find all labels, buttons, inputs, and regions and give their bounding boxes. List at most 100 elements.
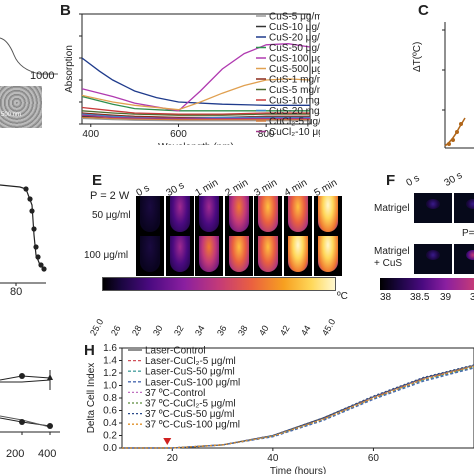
- x-tick-label: 20: [167, 453, 179, 464]
- legend-entry: 37 ºC-Control: [145, 388, 205, 399]
- panel-f-time-1: 30 s: [442, 170, 465, 189]
- legend-entry: CuS-10 mg/ml: [269, 96, 320, 107]
- x-axis-label: Wavelength (nm): [158, 142, 234, 145]
- legend-entry: CuS-100 μg/ml: [269, 54, 320, 65]
- panel-a-value: 1000: [30, 70, 55, 82]
- legend-entry: CuCl₂-10 μg/ml: [269, 127, 320, 138]
- panel-e-hotspot: [140, 236, 160, 272]
- series-line: [81, 106, 310, 115]
- panel-a-scale: 500 nm: [1, 112, 22, 118]
- series-line: [81, 114, 310, 120]
- panel-e-thermal-image: [284, 236, 312, 276]
- x-tick-label: 60: [368, 453, 380, 464]
- panel-e-row-label: 100 μg/ml: [84, 250, 129, 261]
- panel-c-point: [451, 138, 455, 142]
- panel-e-hotspot: [317, 196, 338, 232]
- panel-e-thermal-image: [224, 196, 253, 236]
- legend-entry: Laser-Control: [145, 346, 206, 357]
- panel-e-thermal-image: [254, 196, 283, 236]
- panel-f-scale-tick: 38: [380, 292, 392, 303]
- plot-frame: [81, 13, 311, 125]
- x-axis-label: Time (hours): [270, 466, 326, 474]
- y-tick-label: 1.2: [103, 368, 117, 379]
- panel-f-scale-tick: 39.5: [470, 292, 474, 303]
- series-line: [81, 43, 311, 112]
- panel-c-point: [447, 142, 451, 146]
- panel-e-scale-tick: 25.0: [88, 317, 106, 338]
- legend-entry: CuCl₂-5 μg/ml: [269, 117, 320, 128]
- panel-e-thermal-image: [136, 236, 164, 276]
- legend-entry: CuS-10 μg/ml: [269, 22, 320, 33]
- panel-c-point: [459, 122, 463, 126]
- x-tick-label: 800: [258, 129, 275, 140]
- panel-label-f: F: [386, 172, 396, 189]
- panel-e-hotspot: [317, 236, 338, 272]
- panel-e-colorbar: [102, 277, 336, 291]
- legend-entry: 37 ºC-CuS-50 μg/ml: [145, 409, 234, 420]
- panel-g-fragment: [0, 370, 60, 435]
- legend-entry: CuS-50 μg/ml: [269, 43, 320, 54]
- y-tick-label: 1.4: [103, 356, 117, 367]
- panel-f-scale-tick: 38.5: [410, 292, 430, 303]
- panel-e-scale-unit: ºC: [337, 291, 348, 302]
- panel-h-chart: 20 40 60 0.00.2 0.40.6 0.81.0 1.21.4 1.6 Time (h…: [86, 343, 474, 474]
- panel-f-colorbar-scale: 38 38.5 39 39.5: [380, 292, 474, 312]
- legend-entry: CuS-1 mg/ml: [269, 75, 320, 86]
- panel-f-row-0: Matrigel: [374, 203, 410, 214]
- panel-e-thermal-image: [165, 236, 194, 276]
- panel-e-hotspot: [258, 236, 279, 272]
- panel-e-hotspot: [199, 196, 220, 232]
- series-line: [81, 57, 310, 106]
- panel-e-colorbar-scale: 25.0 26 28 30 32 34 36 38 40 42 44 45.0: [88, 291, 337, 337]
- panel-e-hotspot: [169, 236, 190, 272]
- panel-f-hotspot: [426, 250, 440, 260]
- panel-c-point: [455, 130, 459, 134]
- panel-e-thermal-image: [313, 196, 342, 236]
- y-tick-label: 0.2: [103, 431, 117, 442]
- panel-f-row-1-line2: + CuS: [374, 258, 403, 269]
- panel-a-fragment: 1000 500 nm: [0, 0, 58, 130]
- series-line: [122, 365, 474, 449]
- legend-entry: Laser-CuCl₂-5 μg/ml: [145, 356, 236, 367]
- panel-f-thermal-image: [454, 193, 474, 223]
- panel-e-thermal-image: [284, 196, 312, 236]
- y-tick-label: 0.4: [103, 418, 117, 429]
- panel-label-b: B: [60, 2, 71, 19]
- y-tick-label: 0.6: [103, 406, 117, 417]
- legend-entry: CuS-5 mg/ml: [269, 85, 320, 96]
- panel-e-thermal-image: [254, 236, 283, 276]
- legend-entry: 37 ºC-CuS-100 μg/ml: [145, 420, 240, 431]
- panel-a-spectrum-fragment: [0, 37, 58, 75]
- legend-entry: CuS-5 μg/ml: [269, 12, 320, 23]
- panel-f-row-1-line1: Matrigel: [374, 246, 410, 257]
- panel-f-thermal-image: [414, 193, 452, 223]
- series-line: [81, 112, 310, 119]
- panel-e-thermal-image: [165, 196, 194, 236]
- panel-e-hotspot: [288, 196, 308, 232]
- panel-e-hotspot: [288, 236, 308, 272]
- panel-f-row-1: Matrigel + CuS: [374, 246, 410, 270]
- x-tick-label: 400: [82, 129, 99, 140]
- panel-e-row-label: 50 μg/ml: [92, 210, 131, 221]
- x-tick-label: 40: [267, 453, 279, 464]
- series-line: [81, 110, 310, 116]
- series-line: [81, 78, 311, 111]
- panel-e-hotspot: [199, 236, 220, 272]
- panel-c-ylabel: ΔT(ºC): [412, 41, 423, 72]
- panel-f-thermal-image: [414, 244, 452, 274]
- panel-e-thermal-image: [224, 236, 253, 276]
- panel-b-chart: 400 600 800 Wavelength (nm) Absorption CuS-5 …: [64, 12, 320, 146]
- panel-e-scale-tick: 45.0: [320, 317, 338, 338]
- panel-e-hotspot: [140, 196, 160, 232]
- panel-f-hotspot: [466, 250, 474, 260]
- y-tick-label: 1.6: [103, 343, 117, 354]
- x-tick-label: 600: [170, 129, 187, 140]
- panel-e-hotspot: [169, 196, 190, 232]
- y-tick-label: 0.0: [103, 443, 117, 454]
- legend-entry: CuS-500 μg/ml: [269, 64, 320, 75]
- panel-g-xtick-200: 200: [6, 448, 25, 460]
- series-line: [81, 116, 310, 121]
- series-line: [122, 364, 474, 449]
- legend-entry: CuS-20 mg/ml: [269, 106, 320, 117]
- legend-entry: Laser-CuS-50 μg/ml: [145, 367, 235, 378]
